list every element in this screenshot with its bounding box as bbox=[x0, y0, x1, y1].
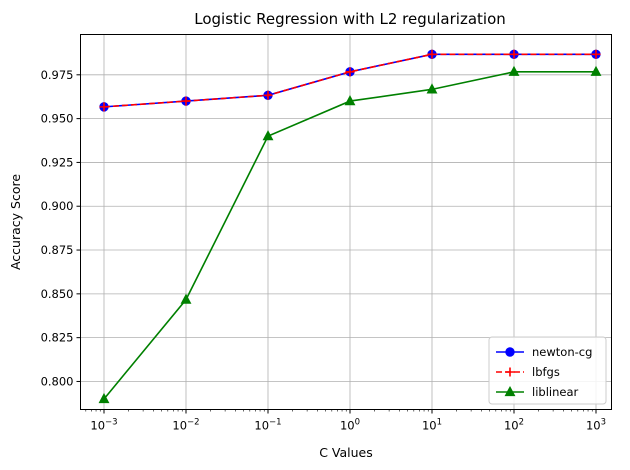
plus-marker bbox=[509, 49, 519, 59]
triangle-marker bbox=[180, 293, 192, 304]
legend-item: liblinear bbox=[496, 385, 578, 399]
plus-marker bbox=[505, 367, 515, 377]
triangle-marker bbox=[262, 130, 274, 141]
plus-marker bbox=[263, 90, 273, 100]
axes-layer: 10−3 10−2 10−1 100 101 102 103 0.800 0.825 0.850 0… bbox=[41, 68, 606, 433]
x-tick-label: 10−2 bbox=[172, 418, 199, 433]
legend-item: lbfgs bbox=[496, 365, 560, 379]
y-tick-label: 0.800 bbox=[41, 374, 74, 388]
triangle-marker bbox=[508, 65, 520, 76]
x-tick-label: 103 bbox=[586, 418, 606, 433]
x-tick-label: 101 bbox=[422, 418, 442, 433]
x-tick-label: 100 bbox=[340, 418, 360, 433]
y-tick-label: 0.875 bbox=[41, 243, 74, 257]
y-tick-label: 0.900 bbox=[41, 199, 74, 213]
legend-label: lbfgs bbox=[532, 365, 560, 379]
legend-item: newton-cg bbox=[496, 345, 592, 359]
plus-marker bbox=[427, 49, 437, 59]
plus-marker bbox=[345, 67, 355, 77]
legend-label: newton-cg bbox=[532, 345, 592, 359]
plus-marker bbox=[181, 96, 191, 106]
plus-marker bbox=[99, 102, 109, 112]
series-lbfgs bbox=[99, 49, 601, 112]
y-tick-label: 0.925 bbox=[41, 155, 74, 169]
plot-frame bbox=[80, 34, 612, 410]
triangle-marker bbox=[504, 385, 516, 397]
y-tick-label: 0.850 bbox=[41, 287, 74, 301]
triangle-marker bbox=[98, 392, 110, 404]
x-tick-label: 10−3 bbox=[90, 418, 117, 433]
legend-box bbox=[488, 336, 607, 405]
series-liblinear bbox=[98, 65, 602, 404]
triangle-marker bbox=[426, 83, 438, 94]
x-tick-label: 102 bbox=[504, 418, 524, 433]
series-layer bbox=[98, 49, 602, 404]
triangle-marker bbox=[590, 65, 602, 76]
legend: newton-cg lbfgs liblinear bbox=[488, 336, 607, 405]
y-tick-label: 0.975 bbox=[41, 68, 74, 82]
circle-marker bbox=[505, 347, 515, 357]
y-tick-label: 0.950 bbox=[41, 112, 74, 126]
grid-layer bbox=[80, 34, 612, 410]
y-axis-label: Accuracy Score bbox=[8, 174, 23, 270]
legend-label: liblinear bbox=[532, 385, 578, 399]
x-tick-label: 10−1 bbox=[254, 418, 281, 433]
y-tick-label: 0.825 bbox=[41, 331, 74, 345]
triangle-marker bbox=[344, 95, 356, 106]
plus-marker bbox=[591, 49, 601, 59]
chart-title: Logistic Regression with L2 regularizati… bbox=[194, 10, 506, 28]
x-axis-label: C Values bbox=[319, 445, 373, 460]
